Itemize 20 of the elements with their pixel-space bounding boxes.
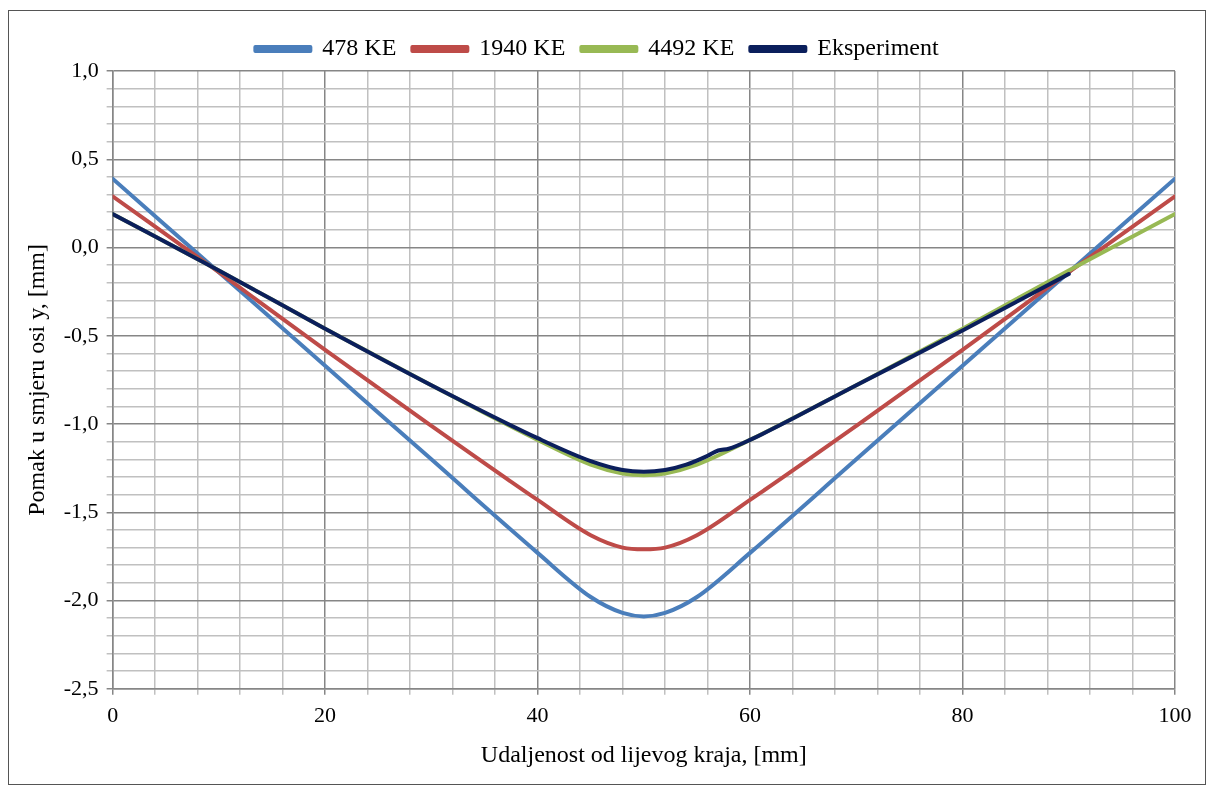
legend-label: 478 KE — [322, 34, 397, 61]
x-axis-title: Udaljenost od lijevog kraja, [mm] — [480, 740, 807, 767]
y-tick-label: 0,0 — [71, 233, 99, 259]
y-tick-label: 0,5 — [71, 145, 99, 171]
x-tick-label: 40 — [526, 701, 549, 727]
x-tick-label: 20 — [314, 701, 337, 727]
legend-label: Eksperiment — [817, 34, 939, 61]
x-tick-label: 60 — [739, 701, 762, 727]
x-tick-label: 100 — [1158, 701, 1192, 727]
legend-label: 4492 KE — [648, 34, 735, 61]
y-axis-title: Pomak u smjeru osi y, [mm] — [22, 244, 49, 516]
y-tick-label: -0,5 — [63, 321, 99, 347]
x-tick-label: 80 — [951, 701, 974, 727]
x-tick-label: 0 — [107, 701, 119, 727]
y-tick-label: -2,0 — [63, 586, 99, 612]
y-tick-label: -1,0 — [63, 409, 99, 435]
y-tick-label: -1,5 — [63, 498, 99, 524]
legend-label: 1940 KE — [479, 34, 566, 61]
y-tick-label: -2,5 — [63, 674, 99, 700]
y-tick-label: 1,0 — [71, 56, 99, 82]
